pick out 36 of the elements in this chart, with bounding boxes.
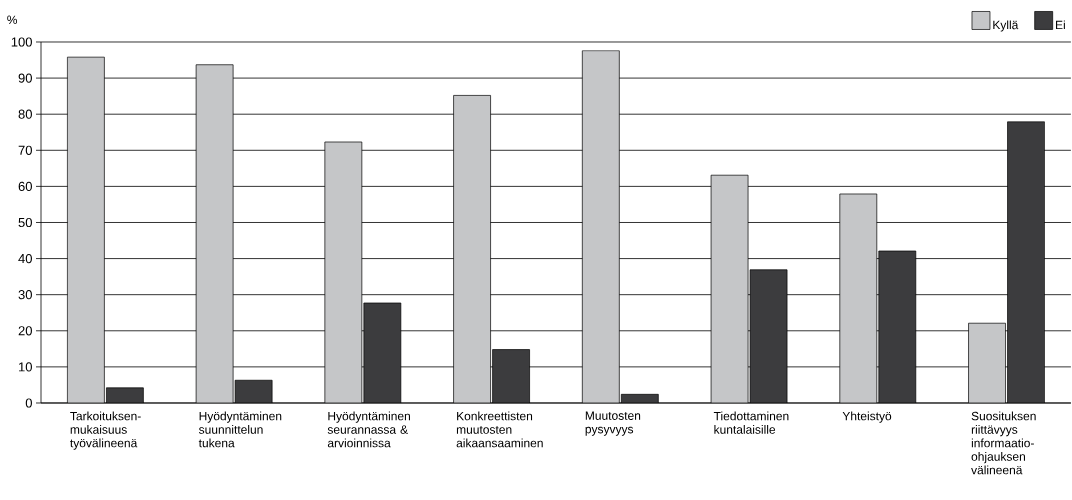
bar — [1007, 121, 1045, 403]
legend-label: Ei — [1056, 20, 1065, 30]
bar — [839, 193, 878, 403]
bar — [67, 56, 105, 403]
bar — [106, 387, 144, 403]
bar — [196, 64, 234, 403]
y-axis-title: % — [7, 15, 18, 25]
y-tick-label: 40 — [18, 253, 32, 264]
bar — [878, 250, 917, 403]
y-tick-label: 50 — [18, 217, 32, 228]
x-tick-label: Tarkoituksen-mukaisuus työvälineenä — [70, 411, 141, 450]
y-tick-label: 70 — [18, 145, 32, 155]
bar — [968, 322, 1006, 403]
y-tick-label: 0 — [25, 398, 32, 408]
legend-label: Kyllä — [993, 20, 1019, 32]
y-tick-label: 30 — [18, 290, 32, 300]
bar — [749, 269, 788, 403]
x-tick-label: Hyödyntäminen seurannassa & arvioinnissa — [327, 411, 410, 448]
x-tick-label: Konkreettisten muutosten aikaansaaminen — [456, 411, 543, 448]
y-tick-label: 90 — [18, 73, 32, 83]
bar — [363, 302, 402, 403]
x-tick-label: Tiedottaminen kuntalaisille — [713, 411, 789, 434]
bar — [453, 95, 491, 403]
bar — [581, 50, 620, 403]
x-tick-label: Suosituksen riittävyys informaatio-ohjauksen välineenä — [971, 411, 1036, 475]
x-tick-label: Muutosten pysyvyys — [585, 411, 641, 436]
bar — [492, 349, 530, 403]
x-tick-label: Yhteistyö — [842, 411, 892, 423]
bar — [324, 141, 363, 403]
bar — [710, 174, 749, 403]
y-tick-label: 20 — [18, 326, 32, 336]
y-tick-label: 60 — [18, 181, 32, 191]
y-tick-label: 80 — [18, 109, 32, 119]
y-tick-label: 10 — [19, 362, 32, 372]
y-tick-label: 100 — [11, 37, 32, 47]
x-tick-label: Hyödyntäminen suunnittelun tukena — [198, 411, 282, 448]
